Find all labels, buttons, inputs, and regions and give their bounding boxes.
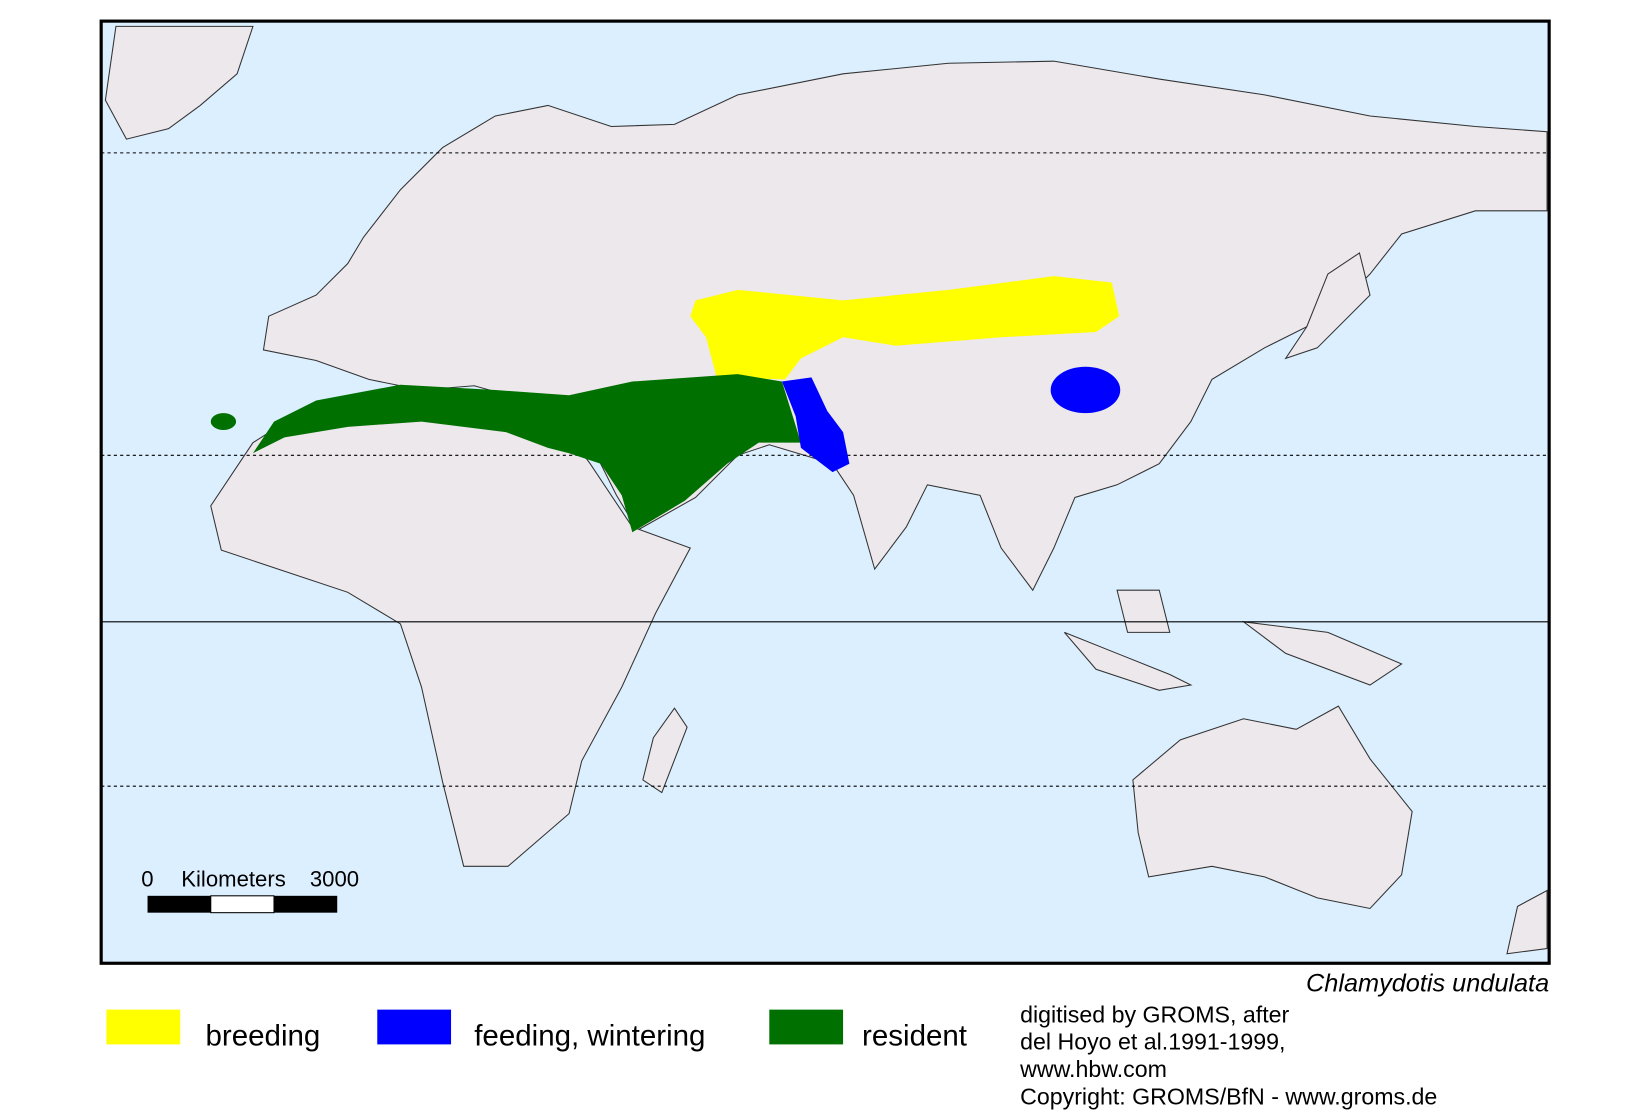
ranges [210,276,1121,533]
scale-segment [274,895,338,913]
legend-swatch [769,1009,844,1045]
legend-label: resident [862,1019,967,1052]
japan [1284,252,1371,360]
legend: breeding feeding, wintering resident [106,1009,967,1052]
species-name: Chlamydotis undulata [1306,970,1549,998]
new-zealand [1506,889,1548,955]
scale-bar [147,895,338,914]
credit-line: www.hbw.com [1019,1056,1167,1082]
legend-label: feeding, wintering [474,1019,705,1052]
wintering-range [781,377,850,473]
resident-range [210,413,237,431]
greenland [104,25,254,140]
scale-end: 3000 [310,866,359,891]
map-frame [99,19,1551,965]
credit-line: digitised by GROMS, after [1020,1001,1289,1027]
credit-line: Copyright: GROMS/BfN - www.groms.de [1020,1083,1437,1109]
breeding-range [690,276,1120,380]
australia [1132,705,1413,910]
legend-label: breeding [206,1019,321,1052]
scale-unit: Kilometers [181,866,286,891]
scale-segment [210,895,275,914]
scale-start: 0 [141,866,153,891]
resident-range [252,374,801,533]
legend-swatch [377,1009,452,1045]
scale-segment [147,895,211,913]
indonesia [1063,589,1403,691]
credit-line: del Hoyo et al.1991-1999, [1020,1029,1285,1055]
wintering-range [1050,366,1121,414]
legend-swatch [106,1009,181,1045]
